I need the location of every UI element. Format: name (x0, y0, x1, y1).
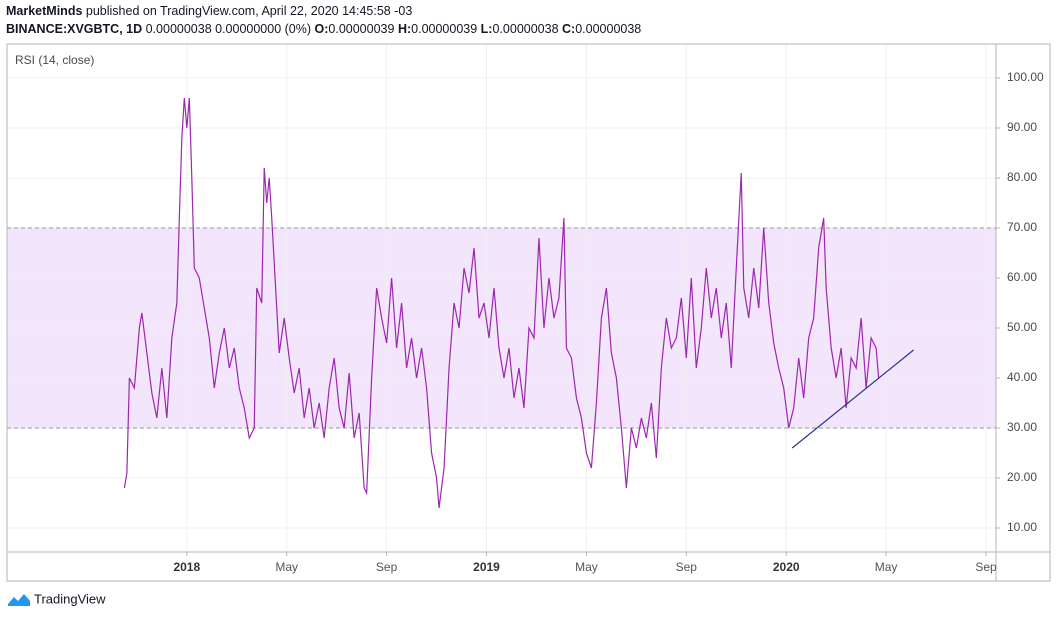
o: 0.00000039 (328, 22, 395, 36)
l: 0.00000038 (492, 22, 559, 36)
h: 0.00000039 (411, 22, 478, 36)
c: 0.00000038 (575, 22, 642, 36)
y-tick-label: 90.00 (1007, 120, 1037, 134)
header-line-1: MarketMinds published on TradingView.com… (6, 4, 412, 18)
published: published on TradingView.com, April 22, … (85, 4, 413, 18)
x-tick-label: 2019 (473, 560, 500, 574)
y-tick-label: 50.00 (1007, 320, 1037, 334)
trendline (791, 349, 914, 449)
x-tick-label: May (575, 560, 598, 574)
y-tick-label: 60.00 (1007, 270, 1037, 284)
legend: RSI (14, close) (15, 53, 94, 67)
brand: TradingView (34, 591, 106, 606)
x-tick-label: 2018 (173, 560, 200, 574)
x-tick-label: Sep (676, 560, 698, 574)
symbol: BINANCE:XVGBTC, 1D (6, 22, 143, 36)
y-tick-label: 40.00 (1007, 370, 1037, 384)
rsi-line (123, 97, 880, 509)
y-tick-label: 30.00 (1007, 420, 1037, 434)
change: 0.00000038 0.00000000 (0%) (145, 22, 312, 36)
y-tick-label: 70.00 (1007, 220, 1037, 234)
x-tick-label: Sep (975, 560, 997, 574)
logo (8, 594, 30, 606)
frame (6, 43, 1051, 582)
y-tick-label: 10.00 (1007, 520, 1037, 534)
y-tick-label: 20.00 (1007, 470, 1037, 484)
x-tick-label: 2020 (773, 560, 800, 574)
header-line-2: BINANCE:XVGBTC, 1D 0.00000038 0.00000000… (6, 22, 641, 36)
author: MarketMinds (6, 4, 83, 18)
y-tick-label: 100.00 (1007, 70, 1044, 84)
l-label: L: (480, 22, 493, 36)
x-tick-label: May (275, 560, 298, 574)
o-label: O: (314, 22, 329, 36)
c-label: C: (562, 22, 576, 36)
chart-underlay (7, 44, 996, 552)
h-label: H: (397, 22, 412, 36)
x-tick-label: May (875, 560, 898, 574)
y-tick-label: 80.00 (1007, 170, 1037, 184)
x-tick-label: Sep (376, 560, 398, 574)
